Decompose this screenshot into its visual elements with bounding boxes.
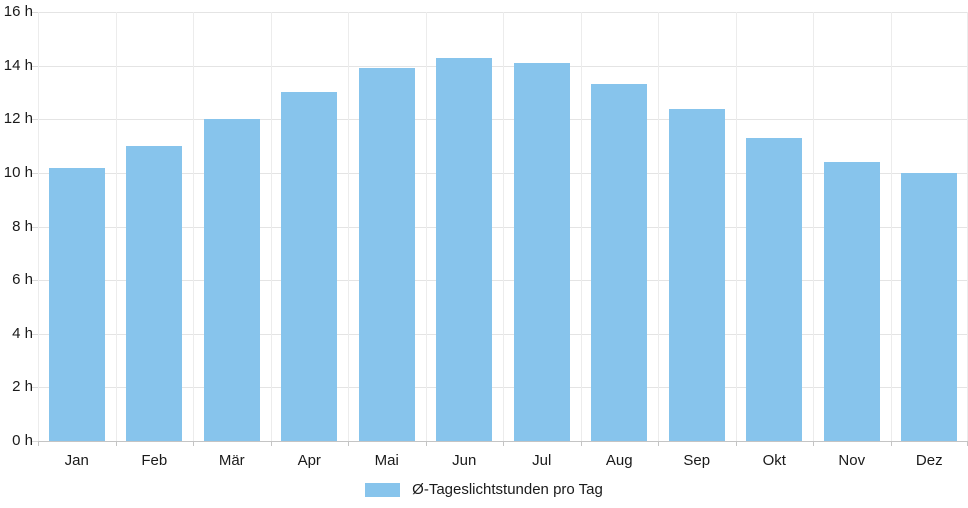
y-axis-tick bbox=[32, 226, 38, 228]
plot-area bbox=[32, 12, 968, 446]
x-axis-tick bbox=[658, 441, 659, 446]
x-axis-tick bbox=[270, 441, 272, 446]
vertical-gridline bbox=[658, 12, 659, 441]
y-axis-tick bbox=[32, 12, 38, 13]
bar-apr[interactable] bbox=[281, 92, 338, 441]
vertical-gridline bbox=[890, 12, 892, 441]
x-axis-label-jul: Jul bbox=[532, 452, 552, 469]
bar-feb[interactable] bbox=[126, 146, 183, 441]
vertical-gridline bbox=[193, 12, 194, 441]
y-axis-tick bbox=[32, 387, 38, 389]
x-axis-tick bbox=[193, 441, 194, 446]
x-axis-label-feb: Feb bbox=[141, 452, 168, 469]
bar-dez[interactable] bbox=[901, 172, 958, 441]
vertical-gridline bbox=[813, 12, 814, 441]
x-axis-tick bbox=[813, 441, 814, 446]
bar-okt[interactable] bbox=[746, 138, 803, 441]
y-axis-tick bbox=[32, 441, 38, 442]
x-axis-label-jun: Jun bbox=[452, 452, 477, 469]
y-axis-label: 8 h bbox=[12, 217, 33, 235]
x-axis-label-sep: Sep bbox=[683, 452, 711, 469]
bar-jun[interactable] bbox=[436, 57, 493, 441]
x-axis-tick bbox=[38, 441, 39, 446]
x-axis-label-okt: Okt bbox=[762, 452, 786, 469]
y-axis-label: 10 h bbox=[3, 163, 33, 181]
vertical-gridline bbox=[580, 12, 582, 441]
bar-nov[interactable] bbox=[823, 162, 880, 441]
y-axis-tick bbox=[32, 280, 38, 282]
legend-label: Ø-Tageslichtstunden pro Tag bbox=[412, 481, 603, 498]
vertical-gridline bbox=[270, 12, 272, 441]
x-axis-tick bbox=[348, 441, 349, 446]
x-axis-label-dez: Dez bbox=[915, 452, 943, 469]
y-axis-label: 6 h bbox=[12, 271, 33, 289]
y-axis-label: 16 h bbox=[3, 3, 33, 20]
x-axis-tick bbox=[115, 441, 117, 446]
vertical-gridline bbox=[115, 12, 117, 441]
x-axis-label-mai: Mai bbox=[374, 452, 399, 469]
vertical-gridline bbox=[503, 12, 504, 441]
y-axis-label: 2 h bbox=[12, 378, 33, 396]
bar-jan[interactable] bbox=[48, 167, 105, 441]
bar-mär[interactable] bbox=[203, 119, 260, 441]
x-axis-tick bbox=[580, 441, 582, 446]
x-axis-label-aug: Aug bbox=[605, 452, 633, 469]
y-axis-tick bbox=[32, 119, 38, 121]
x-axis-label-mär: Mär bbox=[218, 452, 245, 469]
vertical-gridline bbox=[425, 12, 427, 441]
bar-mai[interactable] bbox=[358, 68, 415, 441]
x-axis-tick bbox=[503, 441, 504, 446]
legend[interactable]: Ø-Tageslichtstunden pro Tag bbox=[0, 481, 968, 499]
x-axis-label-nov: Nov bbox=[838, 452, 866, 469]
bar-sep[interactable] bbox=[668, 108, 725, 441]
bar-jul[interactable] bbox=[513, 62, 570, 441]
x-axis-label-apr: Apr bbox=[297, 452, 321, 469]
y-axis-tick bbox=[32, 65, 38, 67]
y-axis-label: 0 h bbox=[12, 432, 33, 449]
x-axis-tick bbox=[735, 441, 737, 446]
x-axis-tick bbox=[890, 441, 892, 446]
y-axis-label: 14 h bbox=[3, 56, 33, 74]
bar-aug[interactable] bbox=[591, 84, 648, 441]
vertical-gridline bbox=[735, 12, 737, 441]
y-axis-label: 12 h bbox=[3, 110, 33, 128]
x-axis-tick bbox=[425, 441, 427, 446]
y-axis-tick bbox=[32, 333, 38, 335]
x-axis-label-jan: Jan bbox=[64, 452, 89, 469]
vertical-gridline bbox=[348, 12, 349, 441]
y-axis-label: 4 h bbox=[12, 324, 33, 342]
legend-swatch bbox=[365, 483, 401, 497]
y-axis-tick bbox=[32, 172, 38, 174]
y-axis-line bbox=[38, 12, 39, 441]
